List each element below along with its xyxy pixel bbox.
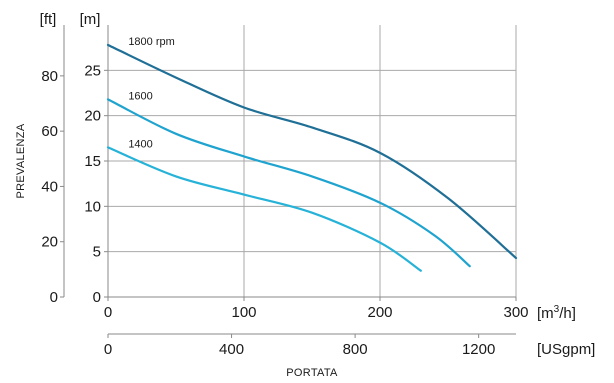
x-axis-title: PORTATA: [286, 367, 338, 379]
unit-label-m3h: [m3/h]: [537, 304, 576, 322]
tick-label-y-m-10: 10: [84, 198, 101, 215]
tick-label-y-ft-0: 0: [50, 289, 58, 306]
curve-1800-rpm: [106, 43, 518, 260]
tick-label-x-usgpm-1200: 1200: [462, 341, 495, 358]
tick-label-y-m-25: 25: [84, 62, 101, 79]
curve-1400: [106, 146, 422, 272]
tick-label-x-m3h-0: 0: [104, 304, 112, 321]
tick-label-y-m-5: 5: [93, 244, 101, 261]
y-axis-title: PREVALENZA: [15, 123, 27, 198]
tick-label-y-ft-80: 80: [41, 68, 58, 85]
tick-label-x-usgpm-0: 0: [104, 341, 112, 358]
tick-label-y-ft-60: 60: [41, 123, 58, 140]
unit-label-ft: [ft]: [40, 11, 57, 28]
grid: [108, 25, 517, 297]
tick-label-y-m-20: 20: [84, 108, 101, 125]
tick-label-x-m3h-200: 200: [367, 304, 392, 321]
series-label-2: 1400: [128, 138, 152, 150]
tick-label-y-m-15: 15: [84, 153, 101, 170]
tick-label-y-ft-20: 20: [41, 234, 58, 251]
tick-label-x-usgpm-400: 400: [219, 341, 244, 358]
unit-label-m: [m]: [80, 11, 101, 28]
tick-label-y-ft-40: 40: [41, 178, 58, 195]
curve-1600: [106, 98, 471, 268]
series-label-1: 1600: [128, 90, 152, 102]
axes: [60, 25, 517, 338]
tick-label-x-m3h-300: 300: [503, 304, 528, 321]
tick-label-x-m3h-100: 100: [231, 304, 256, 321]
tick-label-x-usgpm-800: 800: [343, 341, 368, 358]
series-label-0: 1800 rpm: [128, 36, 174, 48]
unit-label-usgpm: [USgpm]: [537, 341, 595, 358]
tick-label-y-m-0: 0: [93, 289, 101, 306]
curves: [106, 43, 518, 272]
